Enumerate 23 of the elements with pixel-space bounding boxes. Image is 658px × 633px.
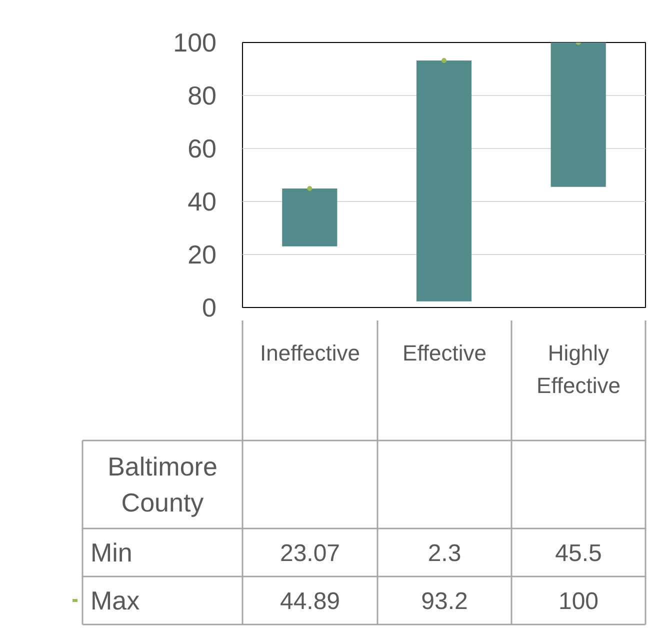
bar (550, 42, 606, 187)
text: 93.2 (421, 588, 468, 615)
legend-label: Max (90, 586, 140, 616)
text: 2.3 (428, 540, 462, 567)
y-tick-label: 0 (202, 292, 217, 322)
text: Min (90, 538, 132, 568)
text: 45.5 (555, 540, 602, 567)
y-tick-label: 100 (173, 28, 217, 58)
x-tick-label: Highly Effective (536, 340, 620, 398)
text: Baltimore County (108, 452, 218, 518)
point (307, 186, 312, 192)
x-tick-label: Effective (402, 340, 486, 366)
bar (282, 188, 338, 246)
y-tick-label: 40 (188, 186, 216, 216)
y-tick-label: 80 (188, 80, 216, 110)
bar (416, 60, 472, 302)
text: 44.89 (280, 588, 340, 615)
text: 100 (558, 588, 599, 615)
text: 23.07 (280, 540, 340, 567)
point (442, 58, 446, 64)
y-tick-label: 60 (188, 134, 216, 164)
y-tick-label: 20 (188, 240, 216, 270)
x-tick-label: Ineffective (260, 340, 360, 366)
